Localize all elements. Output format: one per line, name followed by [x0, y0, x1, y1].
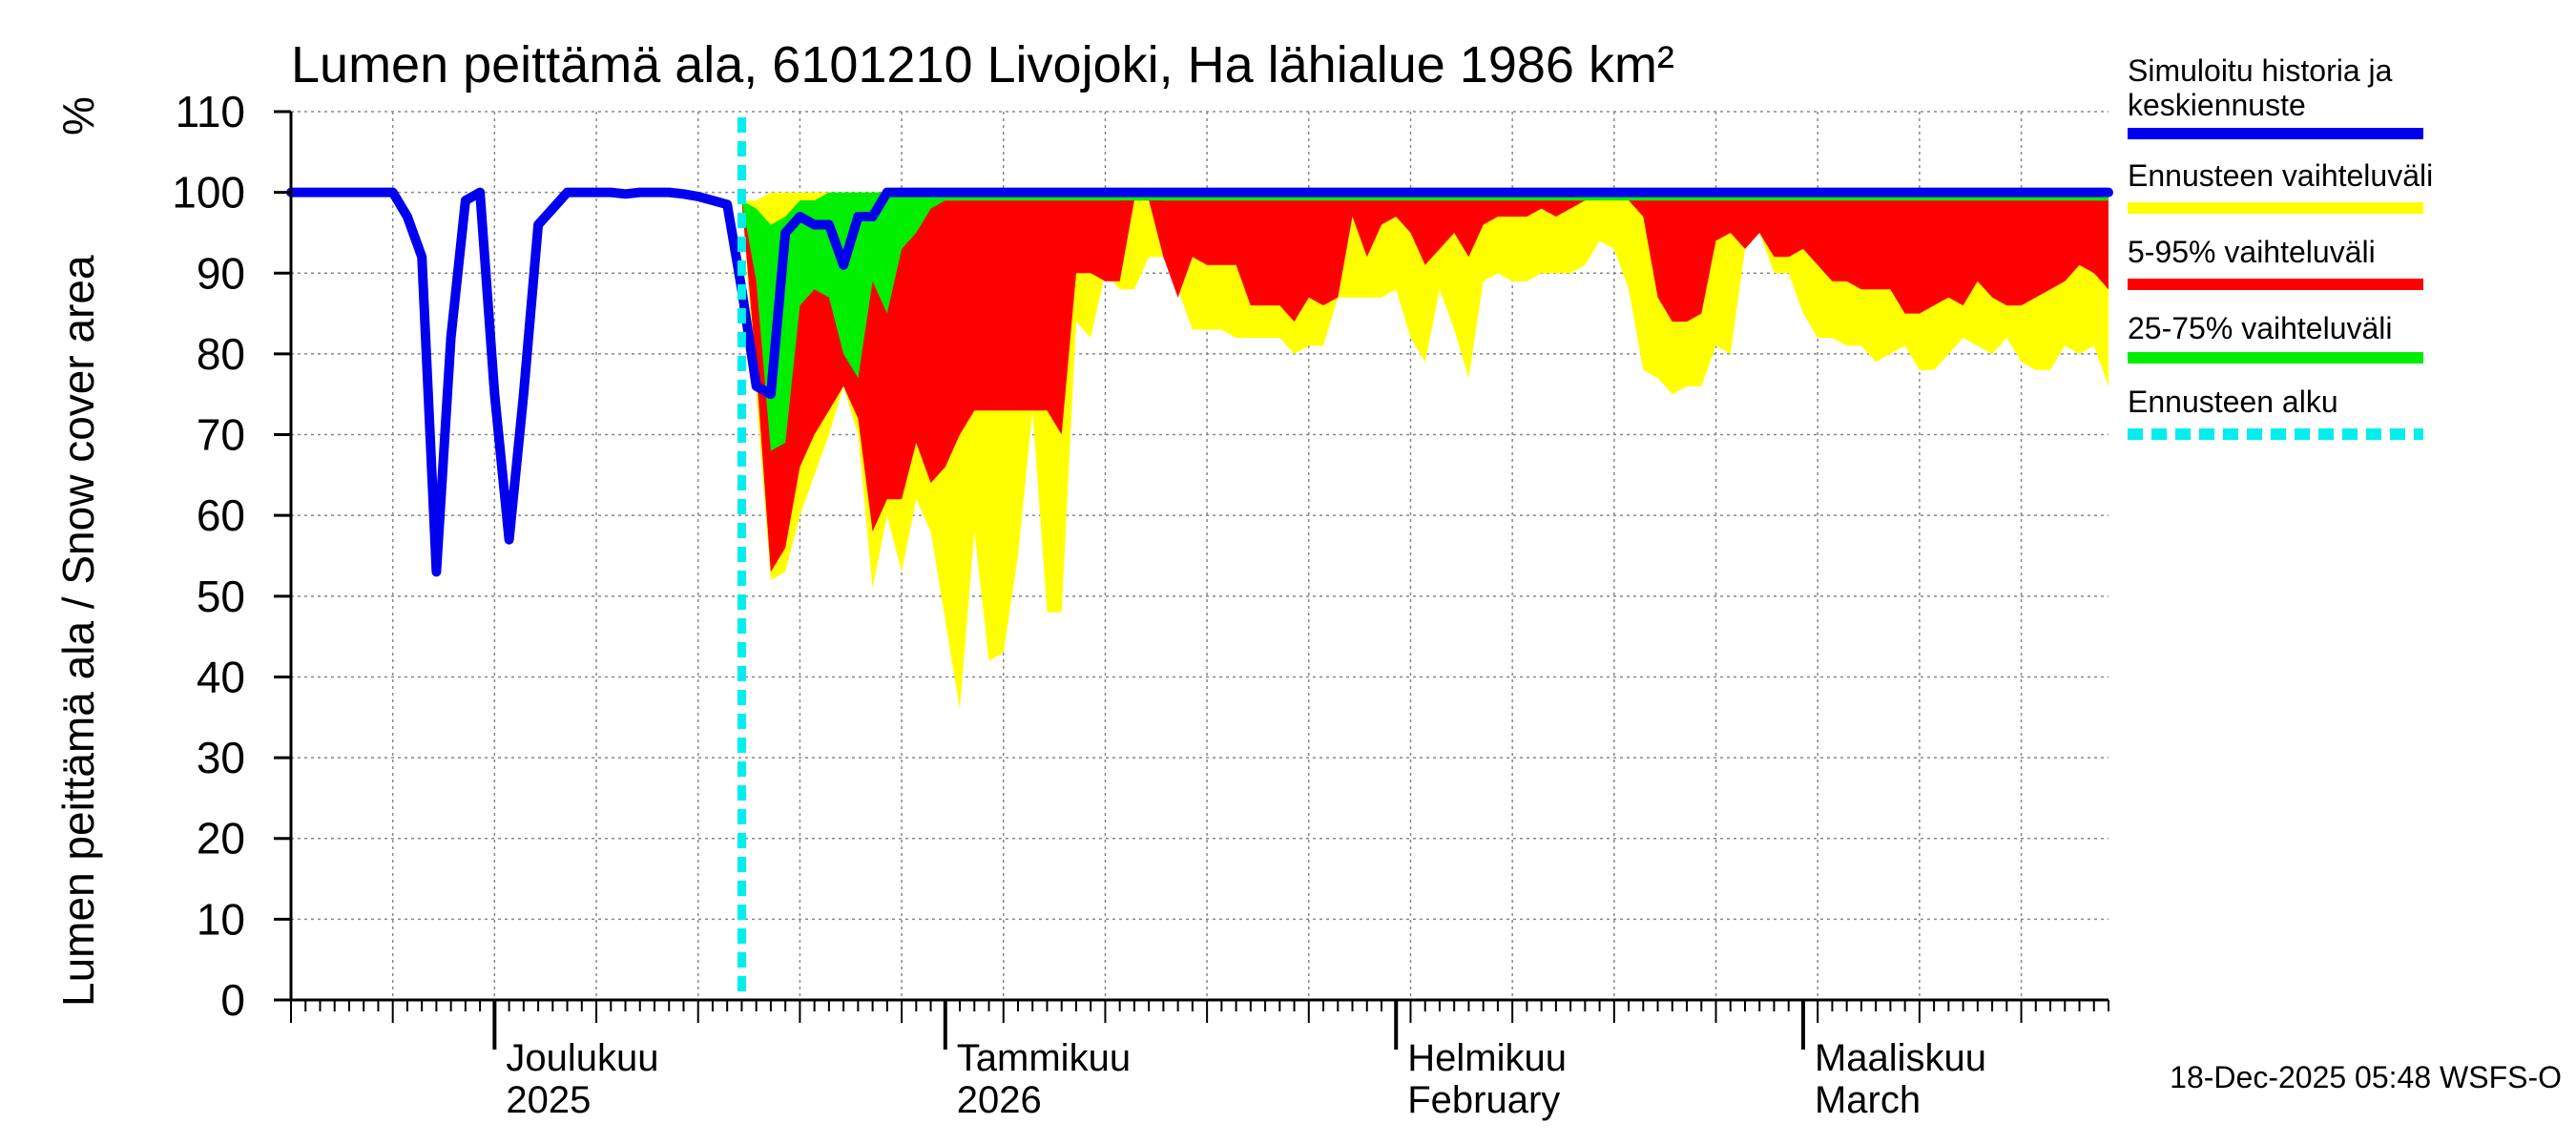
y-tick-label: 70 — [197, 410, 245, 460]
forecast-bands — [741, 192, 2109, 710]
band-ennusteen-vaihteluv-li — [741, 192, 2109, 710]
y-tick-label: 100 — [172, 168, 245, 218]
timestamp-footer: 18-Dec-2025 05:48 WSFS-O — [2170, 1060, 2562, 1094]
y-tick-label: 20 — [197, 814, 245, 864]
median-line — [286, 187, 2113, 577]
month-label: Joulukuu — [506, 1037, 658, 1079]
month-year-label: March — [1815, 1079, 1921, 1121]
y-tick-label: 60 — [197, 490, 245, 540]
y-tick-label: 0 — [220, 975, 245, 1025]
legend-label: Ennusteen vaihteluväli — [2128, 158, 2433, 193]
legend-label: 25-75% vaihteluväli — [2128, 311, 2393, 345]
month-label: Tammikuu — [957, 1037, 1131, 1079]
legend-label: Simuloitu historia ja — [2128, 53, 2393, 88]
month-year-label: 2026 — [957, 1079, 1042, 1121]
median-line-group — [286, 187, 2113, 577]
chart-title: Lumen peittämä ala, 6101210 Livojoki, Ha… — [291, 36, 1674, 94]
y-axis-unit: % — [53, 96, 103, 135]
legend-label: keskiennuste — [2128, 88, 2306, 122]
legend-label: Ennusteen alku — [2128, 385, 2338, 419]
y-tick-label: 10 — [197, 894, 245, 944]
y-tick-label: 50 — [197, 572, 245, 621]
y-tick-label: 110 — [176, 87, 245, 136]
y-tick-label: 90 — [197, 248, 245, 298]
band-25-75-vaihteluv-li — [741, 192, 2109, 451]
axes — [274, 110, 2109, 1050]
month-year-label: February — [1407, 1079, 1560, 1121]
y-tick-label: 30 — [197, 733, 245, 782]
month-year-label: 2025 — [506, 1079, 591, 1121]
month-label: Helmikuu — [1407, 1037, 1567, 1079]
legend-label: 5-95% vaihteluväli — [2128, 235, 2376, 269]
month-label: Maaliskuu — [1815, 1037, 1986, 1079]
y-axis-label: Lumen peittämä ala / Snow cover area — [53, 255, 103, 1007]
y-tick-label: 40 — [197, 652, 245, 701]
y-tick-labels: 0 10 20 30 40 50 60 70 80 90 100 110 — [172, 87, 245, 1025]
y-tick-label: 80 — [197, 329, 245, 379]
